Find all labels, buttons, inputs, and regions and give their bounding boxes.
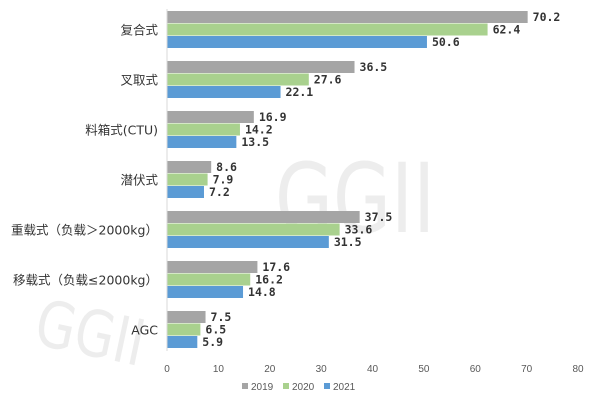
bar-2020 [167,323,201,336]
data-label: 6.5 [205,323,226,337]
data-label: 70.2 [533,10,561,24]
bar-2021 [167,186,204,198]
x-tick-label: 50 [418,364,430,375]
value-labels: 70.262.450.636.527.622.116.914.213.58.67… [202,10,560,349]
bar-2019 [167,111,254,123]
x-tick-label: 60 [470,364,482,375]
bar-2021 [167,36,427,48]
bar-2021 [167,336,198,348]
data-label: 14.2 [245,123,273,137]
data-label: 62.4 [493,23,521,37]
x-axis-ticks: 0 10 20 30 40 50 60 70 80 [164,364,584,375]
x-tick-label: 40 [367,364,379,375]
bar-2020 [167,273,251,286]
data-label: 8.6 [216,160,237,174]
data-label: 7.5 [211,310,232,324]
data-label: 31.5 [334,235,362,249]
category-label: 复合式 [120,23,158,38]
legend-swatch [283,383,289,389]
data-label: 17.6 [262,260,290,274]
bar-2021 [167,86,281,98]
category-label: AGC [131,323,158,338]
data-label: 14.8 [248,285,276,299]
bar-2021 [167,286,244,298]
bar-2019 [167,261,258,273]
category-label: 料箱式(CTU) [85,123,158,138]
legend-entry: 2019 [251,382,274,393]
bar-2019 [167,311,206,323]
data-label: 16.2 [255,273,283,287]
category-label: 叉取式 [120,73,158,88]
data-label: 27.6 [314,73,342,87]
data-label: 5.9 [202,335,223,349]
category-label: 移载式（负载≤2000kg） [13,273,158,288]
bar-2019 [167,11,528,23]
x-tick-label: 10 [213,364,225,375]
data-label: 36.5 [360,60,388,74]
bar-2019 [167,161,212,173]
bar-2020 [167,223,340,236]
data-label: 50.6 [432,35,460,49]
bar-2020 [167,23,488,36]
bar-2020 [167,173,208,186]
category-label: 潜伏式 [120,173,158,188]
x-tick-label: 0 [164,364,170,375]
data-label: 37.5 [365,210,393,224]
category-label: 重载式（负载＞2000kg） [11,223,158,238]
data-label: 7.2 [209,185,230,199]
bars [167,11,528,348]
bar-2019 [167,61,355,73]
data-label: 7.9 [213,173,234,187]
bar-2020 [167,73,309,86]
data-label: 13.5 [241,135,269,149]
legend-swatch [242,383,248,389]
data-label: 16.9 [259,110,287,124]
bar-2020 [167,123,240,136]
legend-swatch [324,383,330,389]
legend-entry: 2021 [333,382,356,393]
bar-2019 [167,211,360,223]
x-tick-label: 80 [572,364,584,375]
bar-2021 [167,236,329,248]
legend-entry: 2020 [292,382,315,393]
x-tick-label: 30 [316,364,328,375]
x-tick-label: 20 [264,364,276,375]
legend: 2019 2020 2021 [242,382,356,393]
bar-2021 [167,136,237,148]
data-label: 33.6 [345,223,373,237]
x-tick-label: 70 [521,364,533,375]
data-label: 22.1 [286,85,314,99]
